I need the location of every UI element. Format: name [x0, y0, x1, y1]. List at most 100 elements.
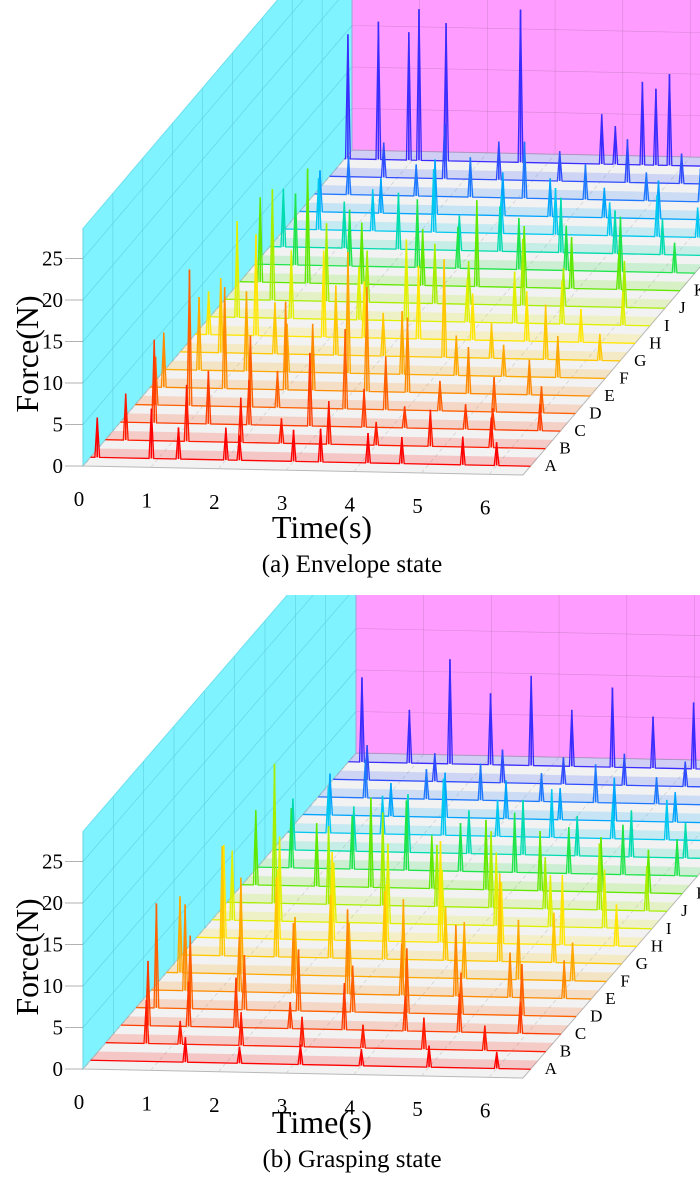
series-line-C	[120, 960, 561, 1035]
floor-grid	[421, 156, 691, 474]
plot-area: RQPONMLKJIHGFEDCBA01234560510152025	[42, 0, 700, 519]
series-label-D: D	[589, 404, 601, 423]
series-line-O	[302, 772, 700, 824]
back-grid-h	[351, 149, 700, 158]
left-grid-h	[82, 628, 357, 945]
series-floor-F	[166, 963, 614, 982]
x-tick-3: 3	[277, 491, 288, 515]
series-label-K: K	[696, 884, 700, 903]
x-axis-label: Time(s)	[272, 509, 372, 545]
series-floor-N	[284, 220, 700, 238]
series-floor-M	[269, 237, 700, 256]
x-tick-3: 3	[277, 1094, 288, 1118]
back-grid-h	[355, 669, 700, 678]
y-tick-0: 0	[53, 454, 64, 478]
series-line-H	[195, 234, 636, 344]
y-tick-15: 15	[42, 330, 63, 354]
back-grid-h	[351, 108, 700, 116]
series-floor-H	[196, 928, 645, 947]
floor-grid	[353, 155, 623, 472]
left-grid-h	[82, 0, 304, 259]
series-label-F: F	[620, 971, 629, 990]
x-tick-1: 1	[141, 488, 152, 512]
series-floor-N	[287, 823, 700, 841]
left-grid-h	[82, 669, 357, 987]
y-tick-10: 10	[42, 974, 63, 998]
series-label-J: J	[681, 901, 688, 920]
series-label-G: G	[636, 954, 648, 973]
series-label-D: D	[590, 1007, 602, 1026]
left-grid-h	[82, 25, 353, 342]
series-floor-F	[165, 360, 613, 379]
x-axis-label: Time(s)	[272, 1104, 372, 1140]
series-line-A	[90, 1037, 531, 1070]
y-axis-label: Force(N)	[9, 898, 45, 1015]
back-grid-h	[351, 66, 700, 75]
panel-grasping-state: RQPONMLKJIHGFEDCBA01234560510152025Time(…	[0, 595, 700, 1189]
left-grid-h	[82, 711, 357, 1028]
back-grid-h	[351, 25, 700, 33]
series-line-B	[105, 1000, 546, 1053]
left-grid-h	[82, 595, 314, 862]
series-line-G	[180, 259, 621, 362]
series-floor-L	[257, 858, 700, 877]
left-grid-h	[82, 66, 353, 384]
series-line-I	[210, 221, 651, 327]
series-label-K: K	[694, 281, 700, 300]
series-floor-K	[242, 875, 690, 894]
series-label-I: I	[664, 316, 670, 335]
series-line-K	[242, 797, 683, 895]
series-floor-A	[90, 448, 538, 467]
y-axis-label: Force(N)	[9, 295, 45, 412]
series-floor-Q	[329, 167, 700, 184]
waterfall-chart-grasping: RQPONMLKJIHGFEDCBA01234560510152025Time(…	[9, 595, 700, 1173]
series-line-B	[105, 384, 546, 450]
series-label-B: B	[559, 439, 570, 458]
left-grid-h	[82, 752, 357, 1070]
x-tick-5: 5	[412, 494, 423, 518]
series-label-A: A	[545, 1059, 558, 1078]
series-line-E	[150, 286, 591, 397]
series-line-O	[299, 159, 700, 221]
series-label-I: I	[666, 919, 672, 938]
series-floor-C	[120, 413, 568, 432]
x-tick-0: 0	[74, 487, 85, 511]
series-floor-O	[302, 805, 700, 823]
series-line-J	[227, 763, 668, 912]
back-grid-h	[355, 752, 700, 761]
series-line-R	[348, 659, 700, 770]
series-floor-B	[105, 1033, 554, 1052]
panel-envelope-state: RQPONMLKJIHGFEDCBA01234560510152025Time(…	[0, 0, 700, 594]
x-tick-5: 5	[412, 1097, 423, 1121]
x-tick-2: 2	[209, 1093, 220, 1117]
series-label-E: E	[605, 989, 615, 1008]
series-label-B: B	[560, 1042, 571, 1061]
series-label-E: E	[604, 386, 614, 405]
plot-area: RQPONMLKJIHGFEDCBA01234560510152025	[42, 595, 700, 1122]
x-tick-4: 4	[345, 1096, 356, 1120]
y-tick-5: 5	[53, 413, 64, 437]
floor-grid	[285, 153, 556, 471]
y-tick-15: 15	[42, 933, 63, 957]
series-line-K	[239, 168, 680, 292]
series-floor-E	[151, 981, 599, 999]
y-tick-10: 10	[42, 371, 63, 395]
left-grid-h	[82, 108, 353, 425]
back-grid-h	[355, 628, 700, 636]
y-tick-25: 25	[42, 247, 63, 271]
series-label-C: C	[574, 421, 585, 440]
left-grid-h	[82, 595, 350, 904]
figure-caption: (a) Envelope state	[262, 551, 442, 578]
left-grid-h	[82, 0, 339, 301]
series-line-M	[269, 188, 700, 257]
series-line-P	[314, 141, 700, 203]
series-line-N	[284, 168, 700, 239]
series-label-F: F	[619, 368, 628, 387]
series-floor-A	[90, 1051, 539, 1070]
floor-grid	[218, 152, 488, 469]
series-label-J: J	[679, 298, 686, 317]
series-floor-D	[135, 395, 583, 414]
y-tick-20: 20	[42, 891, 63, 915]
series-floor-E	[150, 378, 598, 396]
